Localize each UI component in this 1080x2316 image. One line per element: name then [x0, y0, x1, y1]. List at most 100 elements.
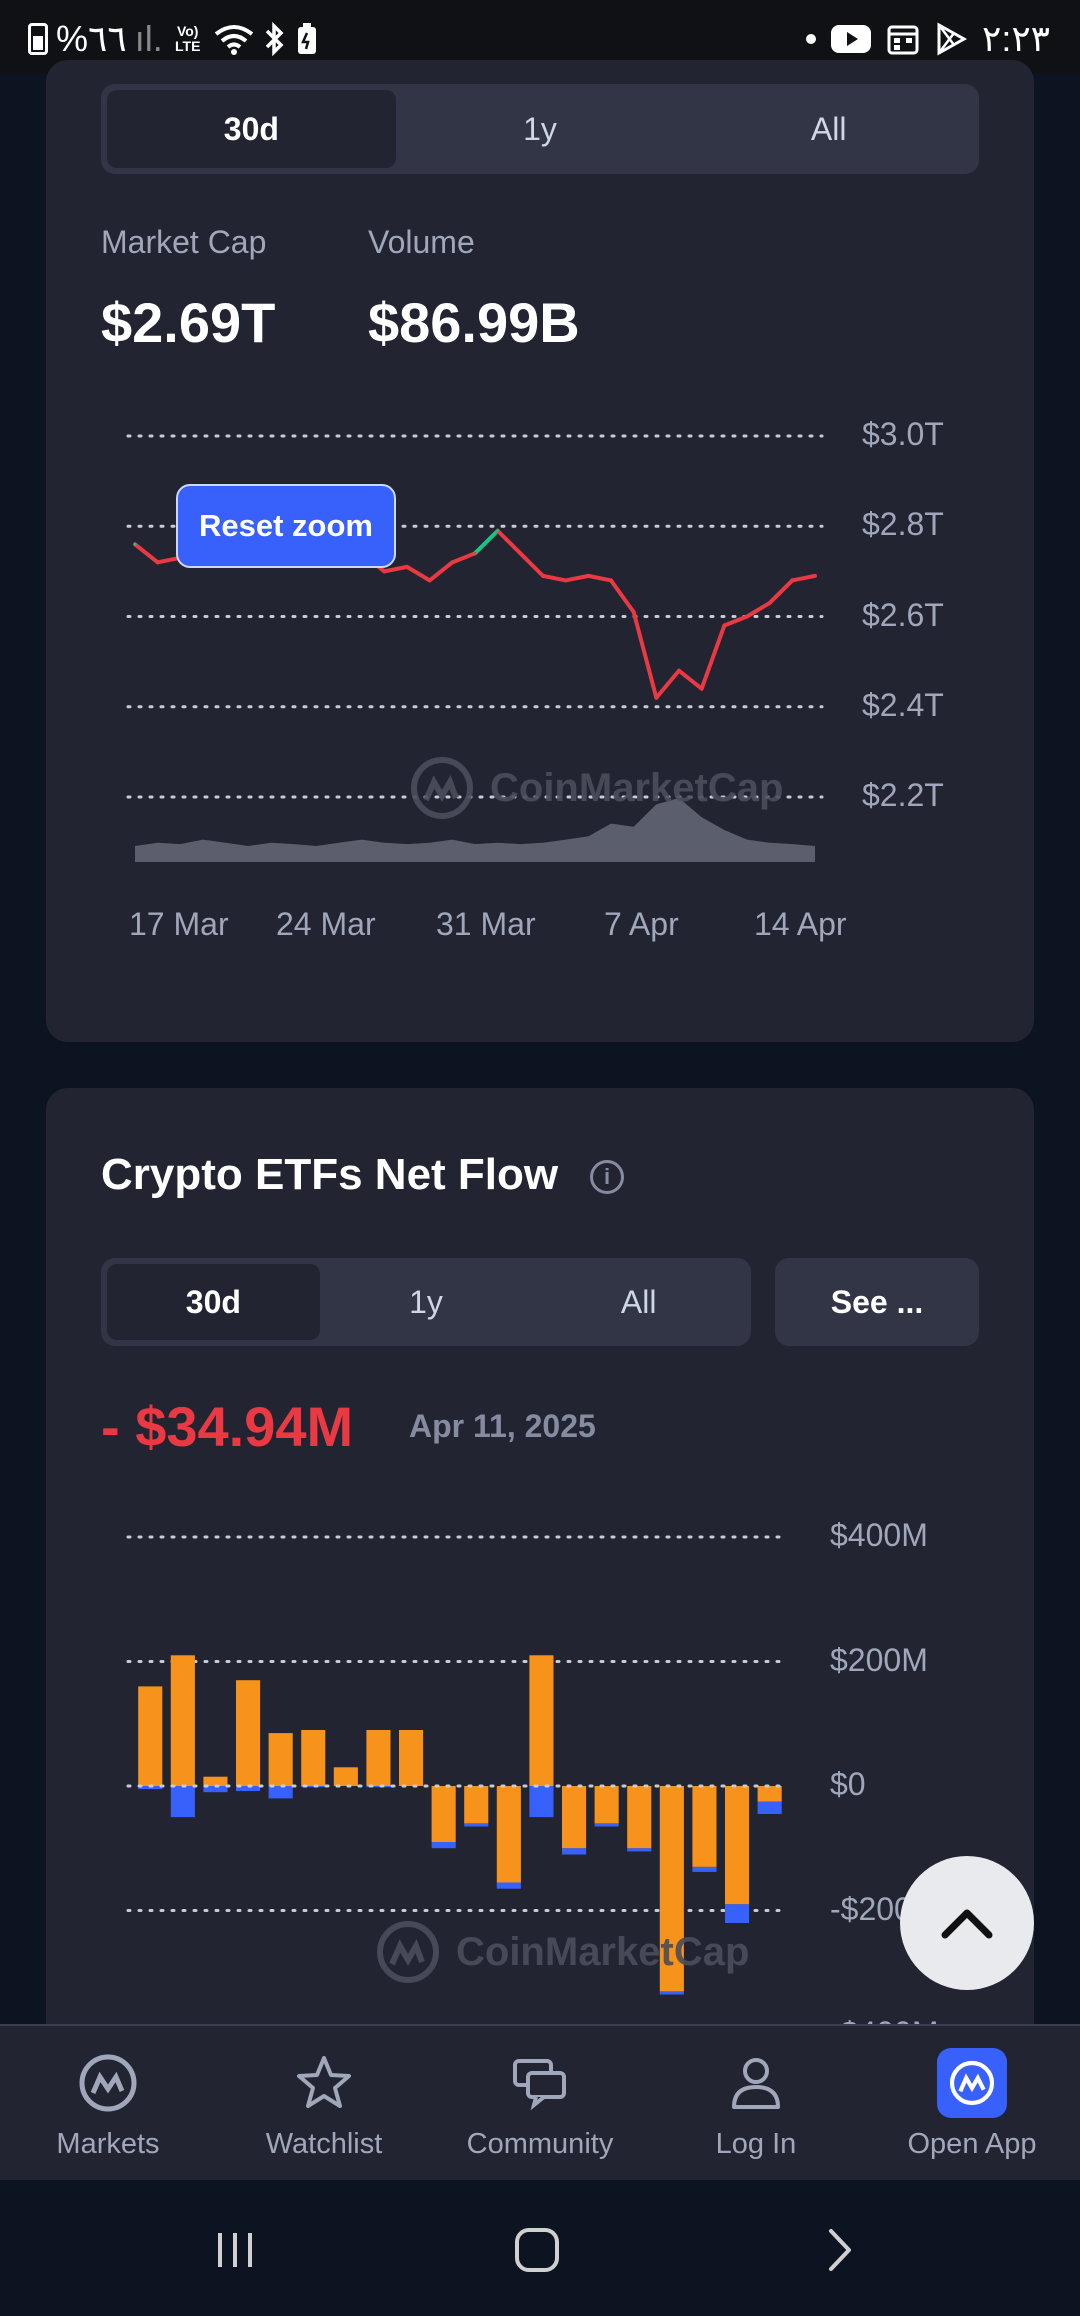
- flow-bar: [399, 1730, 424, 1786]
- volume-value: $86.99B: [368, 291, 580, 354]
- y-tick-label: $2.4T: [862, 686, 944, 723]
- system-navigation-bar: [0, 2180, 1080, 2316]
- price-line-segment: [518, 551, 545, 578]
- price-point: [518, 551, 522, 555]
- etf-net-flow-chart[interactable]: [0, 1480, 1080, 2024]
- tab-all[interactable]: All: [810, 110, 847, 147]
- user-icon: [721, 2048, 791, 2118]
- y-tick-label: $2.2T: [862, 777, 944, 813]
- flow-bar: [725, 1904, 750, 1923]
- price-line-segment: [382, 564, 409, 574]
- price-point: [677, 669, 681, 673]
- price-line-segment: [699, 623, 727, 691]
- flow-bar: [725, 1786, 750, 1905]
- y-tick-label: $3.0T: [862, 416, 944, 452]
- recent-apps-icon: [218, 2233, 252, 2267]
- youtube-icon: [830, 25, 871, 53]
- volume-label: Volume: [368, 224, 475, 260]
- recent-apps-button[interactable]: [195, 2210, 275, 2290]
- flow-bar: [529, 1655, 554, 1786]
- nav-open-app[interactable]: Open App: [864, 2026, 1080, 2182]
- nav-markets[interactable]: Markets: [0, 2026, 216, 2182]
- price-line-segment: [767, 578, 795, 605]
- price-point: [790, 578, 794, 582]
- coinmarketcap-logo-icon: [377, 1921, 439, 1983]
- price-point: [473, 551, 477, 555]
- price-line-segment: [790, 573, 817, 583]
- y-tick-label: $2.6T: [862, 596, 944, 633]
- market-cap-value: $2.69T: [101, 291, 276, 354]
- battery-saver-icon: [297, 23, 316, 54]
- flow-bar: [562, 1848, 587, 1855]
- price-point: [609, 578, 613, 582]
- y-tick-label: $200M: [830, 1641, 928, 1678]
- price-point: [700, 687, 704, 691]
- nav-community[interactable]: Community: [432, 2026, 648, 2182]
- etf-tab-30d[interactable]: 30d: [107, 1264, 320, 1340]
- calendar-icon: [887, 25, 919, 55]
- flow-bar: [333, 1767, 358, 1786]
- flow-bar: [692, 1786, 717, 1867]
- flow-bar: [203, 1776, 228, 1786]
- price-point: [722, 624, 726, 628]
- etf-card-title: Crypto ETFs Net Flow: [101, 1150, 559, 1199]
- back-button[interactable]: [800, 2210, 880, 2290]
- price-point: [496, 529, 500, 533]
- coinmarketcap-app-icon: [937, 2048, 1007, 2118]
- flow-bar: [496, 1882, 521, 1889]
- price-line-segment: [609, 578, 636, 614]
- bottom-navigation: Markets Watchlist Community Log In Open …: [0, 2024, 1080, 2182]
- tab-30d[interactable]: 30d: [107, 90, 396, 168]
- tab-1y[interactable]: 1y: [523, 110, 557, 147]
- nav-watchlist[interactable]: Watchlist: [216, 2026, 432, 2182]
- nav-login[interactable]: Log In: [648, 2026, 864, 2182]
- price-point: [405, 565, 409, 569]
- status-right: ٢:٢٣: [805, 18, 1050, 60]
- reset-zoom-button[interactable]: Reset zoom: [176, 484, 396, 568]
- notification-dot-icon: [805, 34, 816, 44]
- price-line-segment: [745, 600, 772, 619]
- price-point: [586, 574, 590, 578]
- price-line-segment: [427, 560, 455, 583]
- y-tick-label: $0: [830, 1766, 866, 1802]
- price-point: [382, 569, 386, 573]
- flow-bar: [138, 1786, 163, 1790]
- scroll-to-top-button[interactable]: [900, 1856, 1034, 1990]
- net-flow-date: Apr 11, 2025: [409, 1408, 596, 1444]
- flow-bar: [529, 1786, 554, 1818]
- flow-bar: [301, 1730, 326, 1786]
- x-tick-label: 31 Mar: [436, 906, 536, 942]
- etf-tab-all[interactable]: All: [620, 1283, 657, 1320]
- nav-markets-label: Markets: [56, 2128, 160, 2160]
- info-icon[interactable]: i: [590, 1160, 624, 1194]
- flow-bar: [562, 1786, 587, 1849]
- price-line-segment: [495, 528, 523, 556]
- watermark-text: CoinMarketCap: [456, 1929, 750, 1974]
- flow-bar: [170, 1786, 195, 1818]
- etf-net-flow-card: [46, 1088, 1034, 2048]
- flow-bar: [594, 1823, 619, 1827]
- flow-bar: [203, 1786, 228, 1793]
- flow-bar: [659, 1991, 684, 1995]
- price-line-segment: [450, 551, 477, 565]
- play-store-icon: [937, 22, 968, 56]
- nav-login-label: Log In: [715, 2128, 797, 2160]
- bluetooth-icon: [265, 22, 284, 56]
- see-more-button[interactable]: See ...: [775, 1258, 979, 1346]
- market-range-selector: 30d 1y All: [101, 84, 979, 174]
- flow-bar: [594, 1786, 619, 1824]
- price-point: [768, 601, 772, 605]
- price-line-segment: [722, 614, 749, 628]
- price-point: [813, 574, 817, 578]
- flow-bar: [138, 1686, 163, 1786]
- home-button[interactable]: [497, 2210, 577, 2290]
- flow-bar: [236, 1786, 261, 1791]
- home-icon: [515, 2228, 559, 2272]
- etf-tab-1y[interactable]: 1y: [409, 1283, 443, 1320]
- chat-bubbles-icon: [505, 2048, 575, 2118]
- flow-bar: [366, 1786, 391, 1788]
- price-line-segment: [677, 668, 704, 691]
- flow-bar: [268, 1786, 293, 1799]
- clock: ٢:٢٣: [981, 18, 1050, 59]
- flow-bar: [464, 1823, 489, 1827]
